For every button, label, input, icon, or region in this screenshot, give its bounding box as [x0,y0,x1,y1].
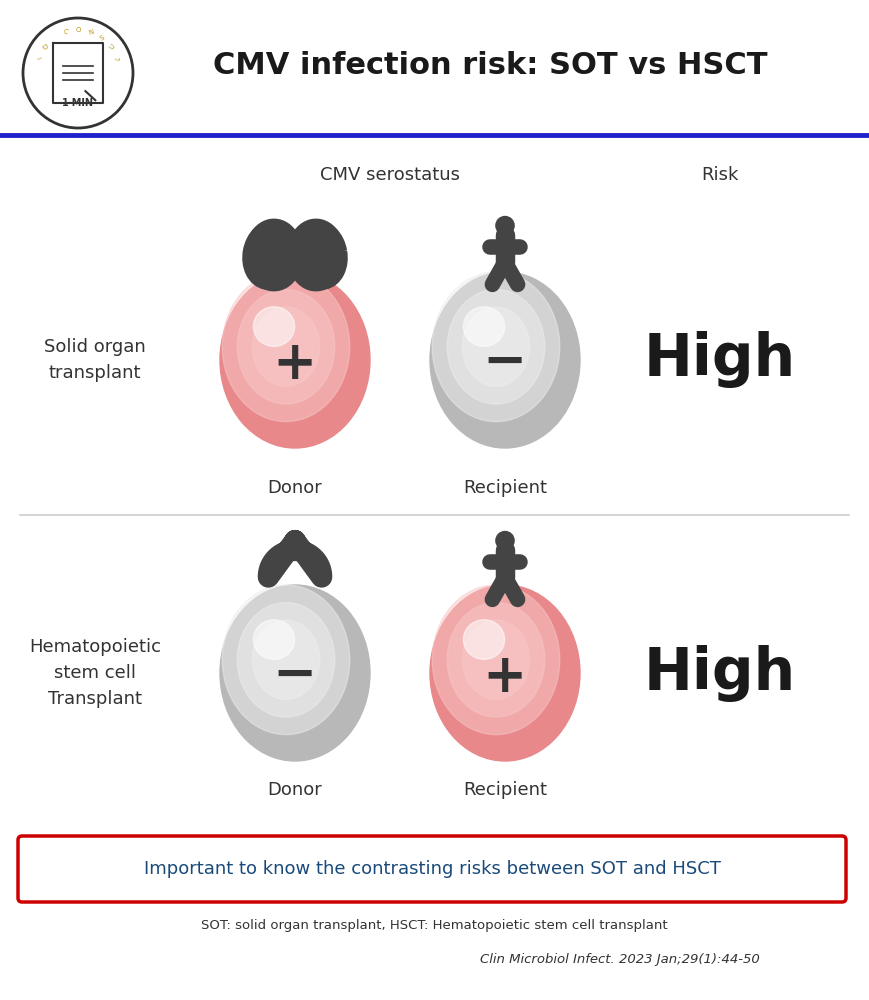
Ellipse shape [252,307,320,386]
Ellipse shape [448,290,545,404]
Ellipse shape [463,307,505,346]
Text: Risk: Risk [701,166,739,184]
Ellipse shape [220,272,370,448]
Text: Recipient: Recipient [463,479,547,497]
Text: U: U [108,43,116,51]
Ellipse shape [254,307,295,346]
Text: 1-MIN: 1-MIN [62,98,94,108]
Text: L: L [115,55,122,61]
Ellipse shape [432,585,560,735]
Text: −: − [483,336,527,388]
Ellipse shape [222,272,349,422]
Circle shape [496,532,514,550]
Text: I: I [35,56,41,60]
Text: +: + [483,651,527,703]
Text: Solid organ
transplant: Solid organ transplant [44,338,146,382]
Text: C: C [62,29,69,36]
Text: −: − [273,649,317,701]
Circle shape [496,217,514,235]
Text: High: High [644,645,796,702]
Text: Recipient: Recipient [463,781,547,799]
Ellipse shape [220,585,370,761]
Text: SOT: solid organ transplant, HSCT: Hematopoietic stem cell transplant: SOT: solid organ transplant, HSCT: Hemat… [201,918,667,932]
Ellipse shape [430,585,580,761]
Text: D: D [40,43,48,51]
Text: CMV serostatus: CMV serostatus [320,166,460,184]
Text: High: High [644,332,796,388]
Text: CMV infection risk: SOT vs HSCT: CMV infection risk: SOT vs HSCT [213,50,767,80]
Ellipse shape [462,307,530,386]
Ellipse shape [430,272,580,448]
Ellipse shape [254,620,295,659]
Ellipse shape [237,603,335,717]
Ellipse shape [463,620,505,659]
FancyBboxPatch shape [18,836,846,902]
Text: Donor: Donor [268,781,322,799]
Text: +: + [273,338,317,390]
Ellipse shape [462,620,530,699]
Ellipse shape [237,290,335,404]
Text: Hematopoietic
stem cell
Transplant: Hematopoietic stem cell Transplant [29,638,161,708]
Ellipse shape [448,603,545,717]
Ellipse shape [432,272,560,422]
Text: N: N [88,28,95,36]
Ellipse shape [252,620,320,699]
Text: S: S [99,34,106,42]
Text: Donor: Donor [268,479,322,497]
Ellipse shape [222,585,349,735]
Text: Clin Microbiol Infect. 2023 Jan;29(1):44-50: Clin Microbiol Infect. 2023 Jan;29(1):44… [481,954,760,966]
Text: Important to know the contrasting risks between SOT and HSCT: Important to know the contrasting risks … [143,860,720,878]
Text: O: O [76,27,81,33]
